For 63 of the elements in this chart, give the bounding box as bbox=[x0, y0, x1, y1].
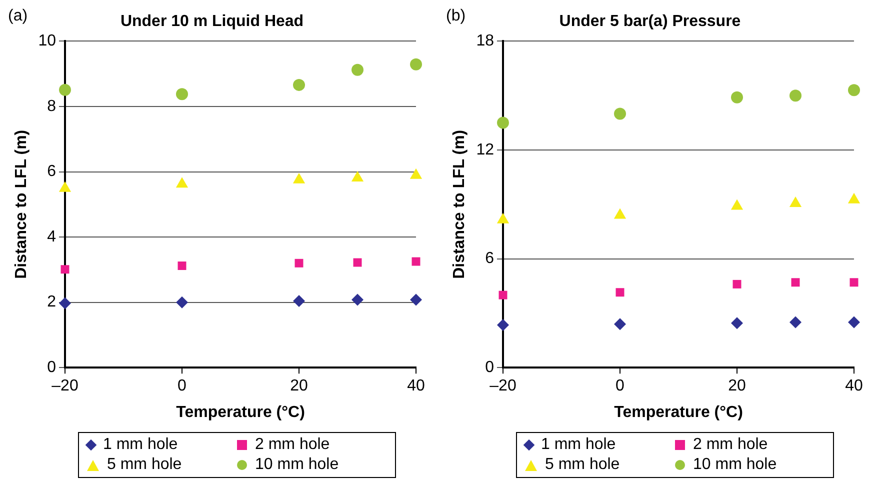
point bbox=[352, 294, 364, 306]
point bbox=[848, 84, 860, 96]
y-tick-label: 2 bbox=[47, 294, 56, 311]
point bbox=[848, 316, 860, 328]
point bbox=[293, 78, 305, 91]
point bbox=[731, 317, 743, 330]
point bbox=[790, 90, 802, 102]
x-tick-label: –20 bbox=[490, 378, 516, 395]
point bbox=[176, 296, 188, 308]
y-tick-label: 18 bbox=[476, 32, 494, 50]
point bbox=[58, 84, 71, 96]
point bbox=[410, 58, 422, 70]
point bbox=[732, 280, 742, 288]
legend-label: 1 mm hole bbox=[541, 435, 616, 455]
x-tick-label: 0 bbox=[178, 378, 187, 395]
point bbox=[496, 318, 509, 331]
point bbox=[498, 290, 508, 300]
point bbox=[614, 318, 626, 330]
y-axis-title: Distance to LFL (m) bbox=[451, 130, 468, 279]
point bbox=[614, 108, 626, 120]
point bbox=[176, 88, 188, 100]
y-axis-title: Distance to LFL (m) bbox=[13, 130, 30, 279]
x-tick-label: 20 bbox=[290, 378, 308, 395]
point bbox=[791, 278, 800, 287]
y-tick-label: 10 bbox=[38, 32, 56, 50]
legend-label: 2 mm hole bbox=[693, 435, 768, 455]
x-axis-title: Temperature (°C) bbox=[614, 404, 743, 421]
point bbox=[790, 316, 802, 328]
point bbox=[352, 64, 364, 76]
y-tick-label: 0 bbox=[47, 359, 56, 376]
x-axis-title: Temperature (°C) bbox=[176, 404, 305, 421]
text: (a) bbox=[8, 7, 28, 24]
y-tick-label: 6 bbox=[47, 163, 56, 180]
chart-title: Under 10 m Liquid Head bbox=[120, 13, 304, 30]
legend-label: 2 mm hole bbox=[255, 435, 330, 455]
point bbox=[412, 257, 420, 266]
point bbox=[850, 278, 858, 287]
y-tick-label: 12 bbox=[476, 141, 494, 158]
point bbox=[616, 288, 624, 297]
x-tick-label: 0 bbox=[616, 378, 625, 395]
legend-label: 10 mm hole bbox=[255, 455, 339, 475]
legend-label: 1 mm hole bbox=[103, 435, 178, 455]
chart-title: Under 5 bar(a) Pressure bbox=[559, 13, 741, 30]
point bbox=[60, 265, 70, 274]
legend-label: 5 mm hole bbox=[545, 455, 620, 475]
point bbox=[293, 295, 305, 308]
point bbox=[410, 294, 422, 306]
point bbox=[178, 262, 186, 270]
x-tick-label: –20 bbox=[52, 378, 78, 395]
y-tick-label: 0 bbox=[485, 359, 494, 376]
text: (b) bbox=[446, 7, 466, 24]
point bbox=[731, 91, 743, 104]
y-tick-label: 4 bbox=[47, 228, 56, 246]
point bbox=[294, 258, 304, 268]
legend-label: 5 mm hole bbox=[107, 455, 182, 475]
legend-label: 10 mm hole bbox=[693, 455, 777, 475]
point bbox=[496, 116, 509, 129]
y-tick-label: 8 bbox=[47, 98, 56, 115]
y-tick-label: 6 bbox=[485, 250, 494, 268]
x-tick-label: 40 bbox=[845, 378, 863, 395]
point bbox=[58, 297, 71, 310]
x-tick-label: 40 bbox=[407, 378, 425, 395]
x-tick-label: 20 bbox=[728, 378, 746, 395]
